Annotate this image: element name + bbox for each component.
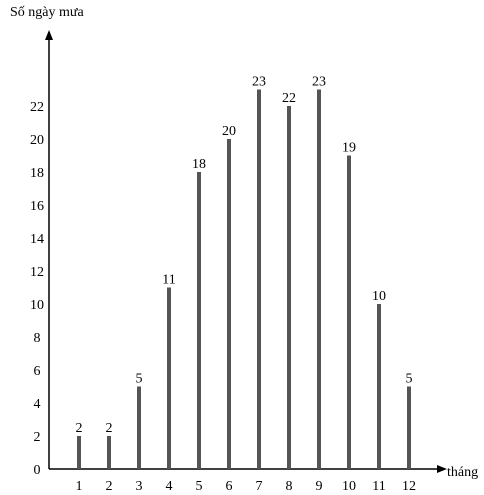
bar (377, 304, 381, 469)
bar-value-label: 23 (312, 75, 326, 90)
x-tick-label: 7 (256, 479, 263, 494)
y-tick-label-origin: 0 (34, 463, 41, 478)
y-tick-label: 20 (30, 133, 44, 148)
x-tick-label: 5 (196, 479, 203, 494)
y-tick-label: 18 (30, 166, 44, 181)
x-tick-label: 6 (226, 479, 233, 494)
bar-value-label: 2 (106, 421, 113, 436)
x-tick-label: 1 (76, 479, 83, 494)
bar-value-label: 5 (136, 372, 143, 387)
x-axis-arrow (437, 465, 447, 473)
bar (197, 172, 201, 469)
bar (257, 89, 261, 469)
x-tick-label: 2 (106, 479, 113, 494)
bar-value-label: 2 (76, 421, 83, 436)
y-tick-label: 6 (34, 364, 41, 379)
bar (107, 436, 111, 469)
y-tick-label: 10 (30, 298, 44, 313)
x-tick-label: 9 (316, 479, 323, 494)
bar-value-label: 10 (372, 289, 386, 304)
y-tick-label: 8 (34, 331, 41, 346)
x-tick-label: 3 (136, 479, 143, 494)
y-tick-label: 12 (30, 265, 44, 280)
y-tick-label: 4 (34, 397, 41, 412)
bar-value-label: 5 (406, 372, 413, 387)
y-tick-label: 22 (30, 100, 44, 115)
x-tick-label: 4 (166, 479, 173, 494)
bar (167, 287, 171, 469)
bar (137, 386, 141, 469)
bars (77, 89, 411, 469)
x-tick-label: 12 (402, 479, 416, 494)
y-tick-label: 2 (34, 430, 41, 445)
y-tick-label: 16 (30, 199, 44, 214)
y-axis-title: Số ngày mưa (10, 5, 84, 20)
bar-value-label: 18 (192, 157, 206, 172)
bar (407, 386, 411, 469)
y-tick-labels: 2 4 6 8 10 12 14 16 18 20 22 (30, 100, 44, 445)
x-tick-label: 10 (342, 479, 356, 494)
x-axis-title: tháng (447, 465, 478, 480)
bar (77, 436, 81, 469)
y-tick-label: 14 (30, 232, 44, 247)
bar-value-label: 23 (252, 75, 266, 90)
bar (347, 155, 351, 469)
bar (317, 89, 321, 469)
bar-value-label: 22 (282, 91, 296, 106)
bar-value-label: 19 (342, 141, 356, 156)
bar (227, 139, 231, 469)
x-tick-label: 11 (372, 479, 385, 494)
bar-value-label: 20 (222, 124, 236, 139)
x-tick-label: 8 (286, 479, 293, 494)
bar-value-label: 11 (162, 273, 175, 288)
bar (287, 106, 291, 469)
y-axis-arrow (45, 30, 53, 40)
x-tick-labels: 1 2 3 4 5 6 7 8 9 10 11 12 (76, 479, 417, 494)
